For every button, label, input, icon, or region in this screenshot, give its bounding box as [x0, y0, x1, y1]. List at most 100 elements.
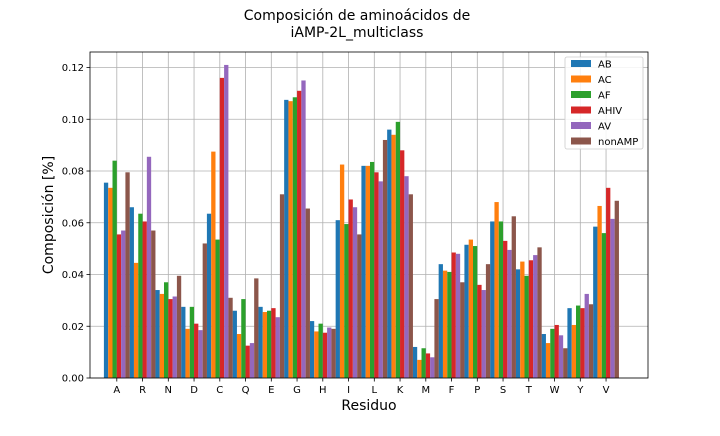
- bar-av-r: [146, 156, 152, 378]
- bar-nonamp-n: [176, 275, 182, 378]
- bar-ahiv-q: [245, 345, 250, 378]
- bar-ac-q: [236, 334, 242, 378]
- bar-av-n: [172, 296, 177, 378]
- bar-nonamp-f: [460, 282, 465, 378]
- bar-ahiv-r: [142, 221, 147, 378]
- x-tick-label: H: [319, 385, 327, 396]
- x-tick-label: K: [397, 385, 404, 396]
- bar-av-p: [481, 290, 486, 378]
- bar-af-i: [344, 224, 349, 378]
- x-tick-label: Y: [576, 385, 584, 396]
- chart-title-line2: iAMP-2L_multiclass: [291, 25, 424, 41]
- bar-ac-h: [314, 331, 319, 378]
- bar-ahiv-c: [219, 77, 225, 378]
- legend-swatch-nonamp: [571, 137, 591, 145]
- bar-ahiv-f: [451, 252, 456, 378]
- x-tick-label: V: [603, 385, 610, 396]
- bar-ac-n: [159, 293, 164, 378]
- y-tick-label: 0.06: [62, 218, 84, 229]
- bar-ab-r: [129, 207, 134, 378]
- plot-frame: [89, 51, 649, 379]
- bar-ahiv-l: [374, 172, 379, 378]
- bar-av-a: [121, 230, 126, 378]
- bar-av-t: [533, 255, 538, 378]
- bar-av-w: [558, 335, 564, 378]
- bar-av-g: [301, 80, 306, 378]
- bar-ab-t: [515, 269, 521, 378]
- bar-av-l: [378, 181, 383, 378]
- legend-label-af: AF: [598, 91, 611, 102]
- bar-ac-d: [185, 328, 190, 378]
- bar-ahiv-p: [477, 284, 482, 378]
- bar-ab-w: [541, 334, 546, 378]
- bar-nonamp-m: [434, 299, 439, 378]
- bar-ac-k: [391, 134, 396, 378]
- bar-af-v: [601, 233, 607, 378]
- x-tick-label: S: [500, 385, 506, 396]
- bar-af-m: [421, 348, 426, 378]
- legend-label-ac: AC: [598, 75, 612, 86]
- chart-title-line1: Composición de aminoácidos de: [244, 8, 470, 24]
- legend-swatch-av: [571, 122, 591, 129]
- x-tick-label: Q: [242, 385, 250, 396]
- bar-af-e: [267, 310, 272, 378]
- bar-ahiv-w: [554, 324, 559, 378]
- legend-swatch-ab: [571, 60, 591, 67]
- bar-ab-i: [335, 220, 340, 378]
- bar-ac-p: [468, 239, 473, 378]
- bar-nonamp-d: [202, 243, 207, 378]
- bar-ab-h: [309, 321, 315, 378]
- bar-nonamp-y: [588, 304, 594, 378]
- bar-nonamp-p: [485, 264, 491, 378]
- bar-af-a: [112, 160, 117, 378]
- bar-nonamp-k: [408, 194, 413, 378]
- x-tick-label: R: [139, 385, 146, 396]
- bar-ab-e: [258, 306, 263, 378]
- bar-af-y: [576, 305, 581, 378]
- x-tick-label: T: [525, 385, 533, 396]
- bar-af-n: [164, 282, 169, 378]
- bar-nonamp-h: [331, 328, 336, 378]
- bar-ab-p: [464, 244, 469, 378]
- legend-label-ab: AB: [598, 60, 612, 71]
- x-tick-label: C: [216, 385, 223, 396]
- bar-af-t: [524, 275, 529, 378]
- bar-ab-f: [438, 264, 443, 378]
- y-tick-label: 0.08: [62, 167, 84, 178]
- bar-ab-s: [490, 221, 495, 378]
- bar-ac-c: [211, 151, 216, 378]
- x-tick-label: N: [165, 385, 172, 396]
- bar-ahiv-e: [271, 308, 276, 378]
- bar-ac-s: [494, 202, 499, 378]
- bar-af-g: [292, 97, 298, 379]
- y-tick-label: 0.02: [62, 322, 84, 333]
- bar-nonamp-e: [279, 194, 285, 378]
- legend-label-nonamp: nonAMP: [598, 137, 638, 148]
- y-tick-label: 0.04: [62, 270, 84, 281]
- bar-av-y: [584, 293, 589, 378]
- bar-ac-m: [417, 359, 422, 378]
- bar-av-e: [275, 317, 280, 378]
- y-tick-label: 0.10: [62, 115, 84, 126]
- bar-af-c: [215, 239, 220, 378]
- bar-af-d: [189, 306, 195, 378]
- legend-swatch-ahiv: [571, 106, 591, 114]
- legend-swatch-ac: [571, 75, 591, 83]
- bar-af-k: [395, 121, 401, 378]
- bar-nonamp-w: [563, 348, 568, 378]
- bar-ac-g: [288, 101, 293, 379]
- bar-av-m: [430, 357, 435, 378]
- bar-av-f: [455, 253, 461, 378]
- bar-ahiv-a: [116, 234, 122, 378]
- bar-ab-n: [155, 290, 160, 378]
- y-tick-label: 0.12: [62, 63, 84, 74]
- x-tick-label: E: [268, 385, 274, 396]
- bar-ahiv-v: [606, 187, 611, 378]
- bar-ab-m: [412, 346, 418, 378]
- x-tick-label: L: [372, 385, 378, 396]
- y-ticks: 0.00 0.02 0.04 0.06 0.08 0.10 0.12: [62, 63, 90, 385]
- x-tick-label: G: [293, 385, 301, 396]
